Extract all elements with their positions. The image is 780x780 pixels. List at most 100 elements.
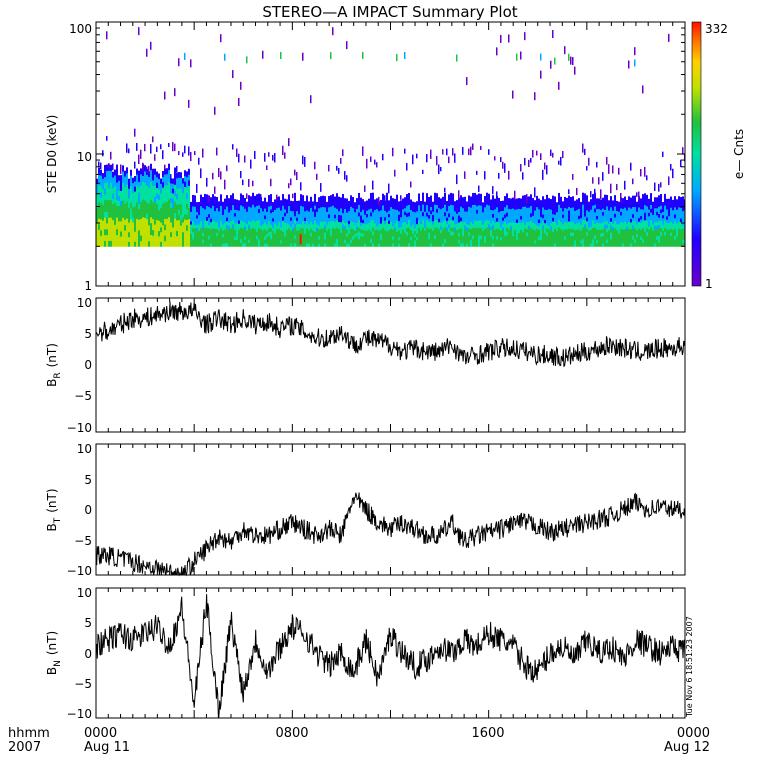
spectrogram-cell [454,223,456,228]
spectrogram-cell [570,225,572,230]
spectrogram-cell [456,216,458,221]
spectrogram-cell [362,222,364,227]
spectrogram-cell [328,213,330,219]
spectrogram-cell [502,236,504,241]
spectrogram-cell [308,201,310,206]
spectrogram-cell [550,239,552,244]
spectrogram-cell [634,59,636,67]
spectrogram-cell [290,220,292,225]
spectrogram-cell [304,226,306,231]
spectrogram-cell [220,194,222,199]
spectrogram-cell [268,231,270,236]
spectrogram-cell [104,223,106,230]
spectrogram-cell [522,235,524,240]
spectrogram-cell [670,228,672,233]
spectrogram-cell [132,197,134,203]
spectrogram-cell [158,204,160,211]
spectrogram-cell [214,210,216,215]
spectrogram-cell [498,235,500,240]
spectrogram-cell [222,204,224,209]
spectrogram-cell [618,214,620,219]
spectrogram-cell [592,208,594,214]
spectrogram-cell [320,235,322,240]
spectrogram-cell [476,170,478,175]
spectrogram-cell [536,242,538,247]
spectrogram-cell [578,198,580,202]
spectrogram-cell [612,200,614,205]
spectrogram-cell [178,151,180,156]
spectrogram-cell [106,182,108,189]
spectrogram-cell [166,190,168,197]
spectrogram-cell [238,223,240,228]
spectrogram-cell [580,214,582,219]
spectrogram-cell [128,226,130,233]
spectrogram-cell [534,219,536,224]
spectrogram-cell [188,196,190,203]
spectrogram-cell [464,242,466,247]
spectrogram-cell [198,220,200,225]
spectrogram-cell [288,231,290,236]
spectrogram-cell [98,190,100,197]
spectrogram-cell [618,236,620,241]
spectrogram-cell [400,200,402,205]
spectrogram-cell [550,236,552,241]
spectrogram-cell [586,238,588,244]
spectrogram-cell [670,196,672,201]
spectrogram-cell [428,218,430,223]
spectrogram-cell [108,187,110,195]
spectrogram-cell [640,198,642,203]
spectrogram-cell [620,235,622,240]
spectrogram-cell [202,221,204,226]
spectrogram-cell [450,200,452,205]
spectrogram-cell [106,136,108,141]
spectrogram-cell [520,229,522,234]
spectrogram-cell [124,208,126,215]
spectrogram-cell [342,235,344,240]
spectrogram-cell [192,224,194,229]
spectrogram-cell [476,213,478,218]
spectrogram-cell [674,199,676,204]
spectrogram-cell [192,242,194,247]
spectrogram-cell [390,228,392,233]
spectrogram-cell [198,227,200,231]
spectrogram-cell [298,207,300,211]
spectrogram-cell [152,196,154,203]
spectrogram-cell [466,227,468,231]
spectrogram-cell [428,235,430,240]
spectrogram-cell [348,226,350,231]
spectrogram-cell [376,235,378,240]
spectrogram-cell [682,203,684,208]
spectrogram-cell [504,206,506,211]
spectrogram-cell [500,230,502,234]
spectrogram-cell [416,201,418,205]
spectrogram-cell [134,211,136,217]
spectrogram-cell [252,234,254,240]
spectrogram-cell [678,203,680,208]
spectrogram-cell [628,214,630,219]
spectrogram-cell [308,243,310,247]
spectrogram-panel: 100 10 1 STE D0 (keV) [45,21,686,293]
spectrogram-cell [136,142,138,151]
spectrogram-cell [196,224,198,228]
spectrogram-cell [120,164,122,175]
spectrogram-cell [612,223,614,228]
spectrogram-cell [396,205,398,210]
spectrogram-cell [530,209,532,214]
spectrogram-cell [236,148,238,157]
spectrogram-cell [436,208,438,213]
spectrogram-cell [224,225,226,230]
spectrogram-cell [498,228,500,233]
spectrogram-cell [284,236,286,240]
spectrogram-cell [660,212,662,217]
spectrogram-cell [620,242,622,247]
spectrogram-cell [496,203,498,208]
spectrogram-cell [584,212,586,217]
spectrogram-cell [436,231,438,236]
spectrogram-cell [396,231,398,236]
spectrogram-cell [248,206,250,211]
spectrogram-cell [346,239,348,244]
spectrogram-cell [572,210,574,215]
spectrogram-cell [256,194,258,199]
spectrogram-cell [102,199,104,205]
spectrogram-cell [424,233,426,238]
